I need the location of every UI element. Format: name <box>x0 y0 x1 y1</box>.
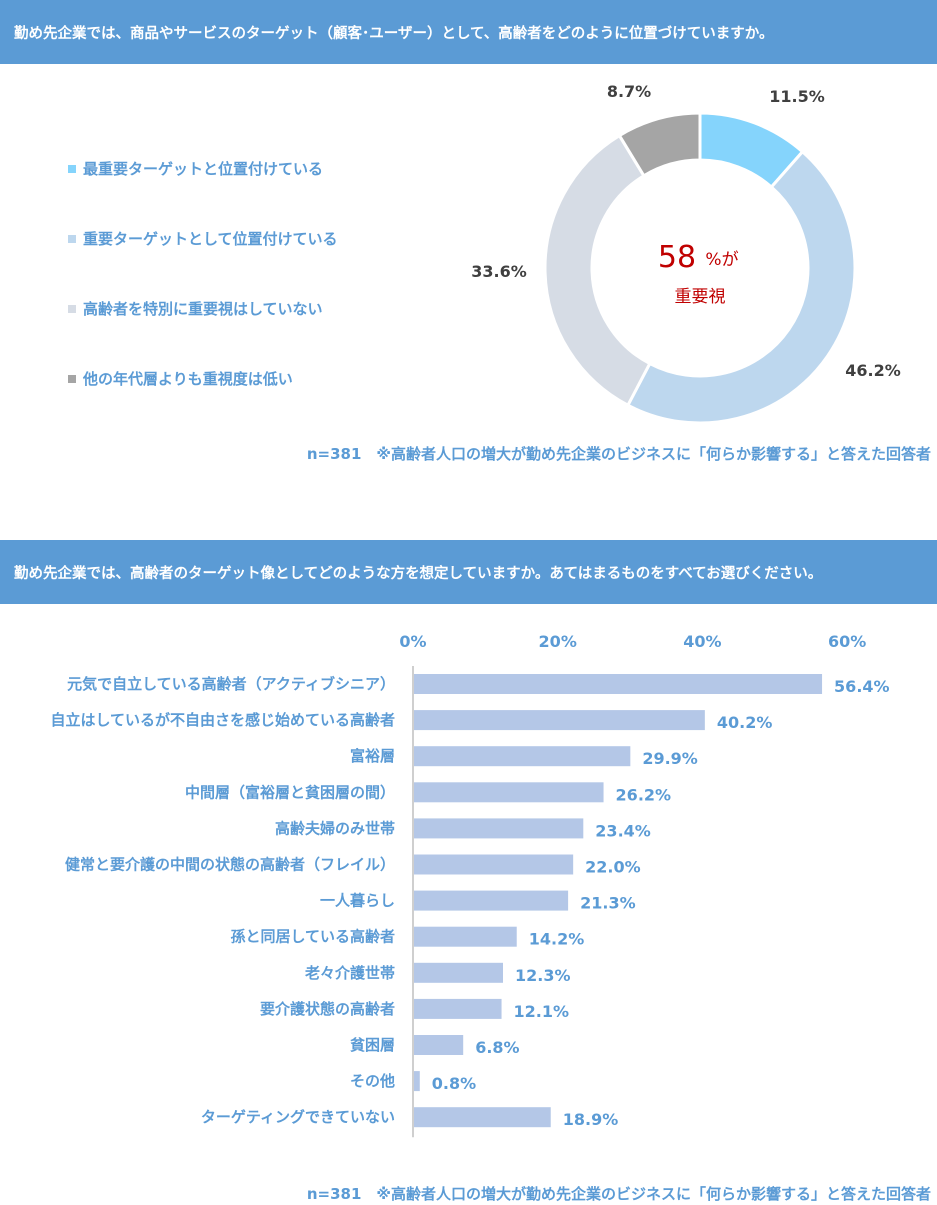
legend-swatch <box>68 304 76 313</box>
bar <box>414 1071 420 1092</box>
question-header-2: 勤め先企業では、高齢者のターゲット像としてどのような方を想定していますか。あては… <box>0 540 937 604</box>
donut-slice <box>617 111 702 178</box>
category-label: 一人暮らし <box>320 892 395 910</box>
bar <box>414 1035 464 1055</box>
category-label: その他 <box>350 1072 395 1090</box>
slice-value-label: 8.7% <box>607 82 651 101</box>
x-tick-label: 60% <box>828 632 866 651</box>
legend-swatch <box>68 164 76 173</box>
bar-value-label: 18.9% <box>563 1110 619 1129</box>
category-label: 孫と同居している高齢者 <box>230 928 395 946</box>
bar <box>414 1107 551 1128</box>
x-tick-label: 20% <box>539 632 577 651</box>
slice-value-label: 11.5% <box>769 87 825 106</box>
bar-value-label: 26.2% <box>616 785 672 804</box>
bar <box>414 674 823 694</box>
category-label: 要介護状態の高齢者 <box>260 1000 395 1018</box>
legend-item: 最重要ターゲットと位置付けている <box>68 158 323 179</box>
category-label: 中間層（富裕層と貧困層の間） <box>185 783 395 801</box>
category-label: 健常と要介護の中間の状態の高齢者（フレイル） <box>65 856 395 874</box>
bar-value-label: 23.4% <box>595 821 651 840</box>
bar <box>414 818 584 839</box>
bar-value-label: 12.3% <box>515 966 571 985</box>
bar-chart: 0% 20% 40% 60% 元気で自立している高齢者（アクティブシニア） 56.4% 自立… <box>50 632 890 1138</box>
bar <box>414 890 569 911</box>
bar-value-label: 22.0% <box>585 858 641 877</box>
bar <box>414 962 503 983</box>
question-1-text: 勤め先企業では、商品やサービスのターゲット（顧客･ユーザー）として、高齢者をどの… <box>14 25 774 42</box>
bar-value-label: 6.8% <box>475 1038 519 1057</box>
question-header-1: 勤め先企業では、商品やサービスのターゲット（顧客･ユーザー）として、高齢者をどの… <box>0 0 937 64</box>
sample-note-2: n=381 ※高齢者人口の増大が勤め先企業のビジネスに「何らか影響する」と答えた… <box>306 1185 931 1203</box>
category-label: 高齢夫婦のみ世帯 <box>275 819 395 837</box>
donut-slice <box>543 133 652 408</box>
bar <box>414 782 604 803</box>
bar-value-label: 12.1% <box>514 1002 570 1021</box>
bar <box>414 998 502 1019</box>
bar-value-label: 29.9% <box>642 749 698 768</box>
bar <box>414 926 517 947</box>
center-value: 58 <box>658 240 696 275</box>
category-label: 老々介護世帯 <box>304 964 395 982</box>
bar <box>414 710 705 731</box>
category-label: 貧困層 <box>350 1036 395 1054</box>
bar-value-label: 14.2% <box>529 930 585 949</box>
slice-value-label: 33.6% <box>471 262 527 281</box>
legend-item: 高齢者を特別に重要視はしていない <box>68 298 323 319</box>
category-label: 富裕層 <box>350 747 395 765</box>
legend-label: 最重要ターゲットと位置付けている <box>83 160 324 178</box>
bar-value-label: 40.2% <box>717 713 773 732</box>
bar <box>414 854 574 875</box>
bar-value-label: 21.3% <box>580 894 636 913</box>
legend-item: 他の年代層よりも重視度は低い <box>68 368 293 389</box>
center-label: 重要視 <box>675 287 726 307</box>
legend-swatch <box>68 234 76 243</box>
legend-label: 他の年代層よりも重視度は低い <box>83 370 293 388</box>
legend-swatch <box>68 374 76 383</box>
legend-item: 重要ターゲットとして位置付けている <box>68 228 338 249</box>
sample-note-1: n=381 ※高齢者人口の増大が勤め先企業のビジネスに「何らか影響する」と答えた… <box>306 445 931 463</box>
slice-value-label: 46.2% <box>845 361 901 380</box>
question-2-text: 勤め先企業では、高齢者のターゲット像としてどのような方を想定していますか。あては… <box>14 565 823 582</box>
legend-label: 高齢者を特別に重要視はしていない <box>83 300 323 318</box>
category-label: 元気で自立している高齢者（アクティブシニア） <box>67 675 395 693</box>
donut-slice <box>625 149 857 425</box>
category-label: ターゲティングできていない <box>201 1108 395 1126</box>
legend-label: 重要ターゲットとして位置付けている <box>83 230 338 248</box>
bar-value-label: 0.8% <box>432 1074 476 1093</box>
bar <box>414 746 631 767</box>
bar-value-label: 56.4% <box>834 677 890 696</box>
category-label: 自立はしているが不自由さを感じ始めている高齢者 <box>50 711 395 729</box>
center-suffix: %が <box>705 250 738 270</box>
x-tick-label: 40% <box>683 632 721 651</box>
x-tick-label: 0% <box>399 632 426 651</box>
